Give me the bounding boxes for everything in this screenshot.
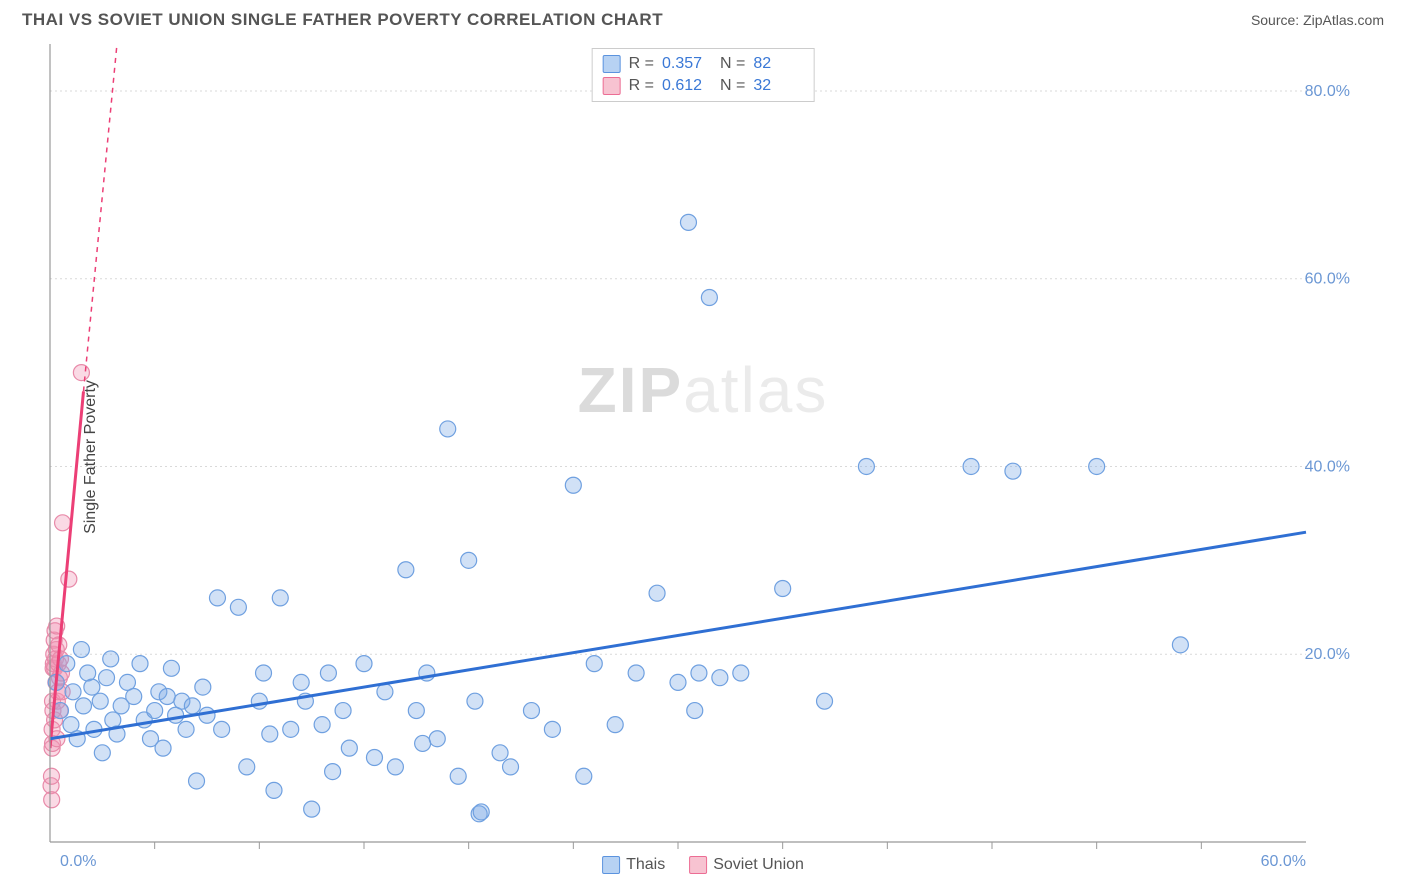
legend-item-soviet: Soviet Union (689, 856, 804, 874)
stats-legend-box: R = 0.357 N = 82 R = 0.612 N = 32 (592, 48, 815, 102)
chart-title: THAI VS SOVIET UNION SINGLE FATHER POVER… (22, 10, 663, 30)
r-value: 0.357 (662, 55, 712, 73)
legend-label: Thais (626, 856, 665, 874)
svg-text:40.0%: 40.0% (1305, 458, 1350, 475)
source-link[interactable]: ZipAtlas.com (1303, 12, 1384, 28)
chart-header: THAI VS SOVIET UNION SINGLE FATHER POVER… (0, 0, 1406, 36)
source-prefix: Source: (1251, 12, 1303, 28)
n-value: 32 (753, 77, 803, 95)
r-label: R = (629, 77, 654, 95)
swatch-soviet-icon (603, 77, 621, 95)
stats-row: R = 0.357 N = 82 (603, 53, 804, 75)
y-axis-label: Single Father Poverty (82, 380, 100, 534)
svg-text:60.0%: 60.0% (1261, 853, 1306, 870)
swatch-thais-icon (602, 856, 620, 874)
stats-row: R = 0.612 N = 32 (603, 75, 804, 97)
swatch-thais-icon (603, 55, 621, 73)
svg-text:0.0%: 0.0% (60, 853, 96, 870)
swatch-soviet-icon (689, 856, 707, 874)
r-value: 0.612 (662, 77, 712, 95)
r-label: R = (629, 55, 654, 73)
legend-item-thais: Thais (602, 856, 665, 874)
chart-source: Source: ZipAtlas.com (1251, 12, 1384, 28)
svg-text:60.0%: 60.0% (1305, 271, 1350, 288)
legend-bottom: Thais Soviet Union (602, 856, 804, 874)
svg-text:20.0%: 20.0% (1305, 646, 1350, 663)
scatter-plot-svg: 20.0% 40.0% 60.0% 80.0% 0.0% 60.0% (18, 40, 1388, 874)
n-label: N = (720, 77, 745, 95)
n-label: N = (720, 55, 745, 73)
chart-area: Single Father Poverty ZIPatlas R = 0.357… (18, 40, 1388, 874)
n-value: 82 (753, 55, 803, 73)
legend-label: Soviet Union (713, 856, 804, 874)
svg-text:80.0%: 80.0% (1305, 83, 1350, 100)
